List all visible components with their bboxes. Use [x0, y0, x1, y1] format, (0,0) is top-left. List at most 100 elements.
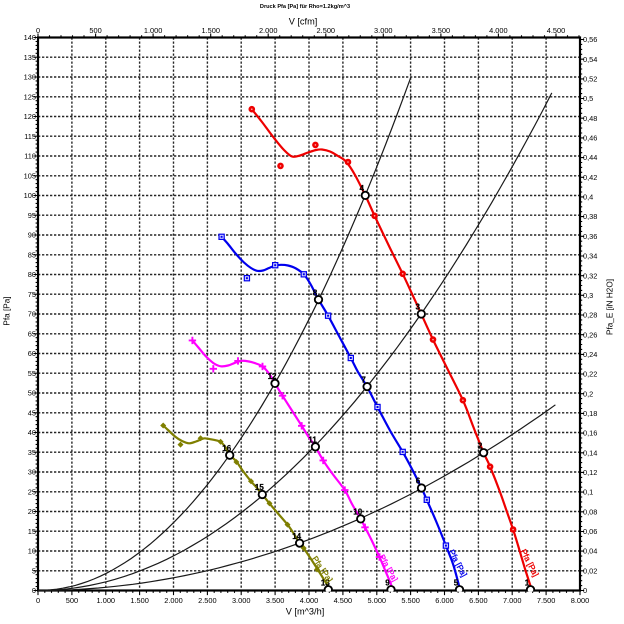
- svg-text:6: 6: [416, 477, 421, 486]
- svg-text:25: 25: [28, 487, 36, 496]
- svg-text:11: 11: [308, 436, 317, 445]
- svg-text:0,04: 0,04: [583, 547, 597, 556]
- svg-text:0,4: 0,4: [583, 193, 593, 202]
- svg-text:3.000: 3.000: [232, 596, 251, 605]
- svg-text:Druck Pfa [Pa] für Rho=1.2kg/m: Druck Pfa [Pa] für Rho=1.2kg/m^3: [260, 4, 350, 10]
- svg-text:90: 90: [28, 231, 36, 240]
- svg-text:2: 2: [478, 441, 483, 450]
- svg-text:20: 20: [28, 507, 36, 516]
- svg-text:0,3: 0,3: [583, 291, 593, 300]
- svg-text:V [cfm]: V [cfm]: [289, 17, 318, 27]
- svg-text:3.500: 3.500: [266, 596, 285, 605]
- svg-text:55: 55: [28, 369, 36, 378]
- svg-text:0,36: 0,36: [583, 232, 597, 241]
- svg-text:Pfa_E [iN H2O]: Pfa_E [iN H2O]: [606, 279, 615, 335]
- svg-text:0,12: 0,12: [583, 468, 597, 477]
- svg-text:0,38: 0,38: [583, 212, 597, 221]
- svg-text:1.000: 1.000: [144, 26, 163, 35]
- svg-text:0,34: 0,34: [583, 252, 597, 261]
- svg-text:4.500: 4.500: [547, 26, 566, 35]
- svg-text:0,56: 0,56: [583, 35, 597, 44]
- svg-text:40: 40: [28, 428, 36, 437]
- svg-text:5.000: 5.000: [368, 596, 387, 605]
- svg-text:12: 12: [268, 372, 277, 381]
- svg-text:105: 105: [24, 171, 36, 180]
- svg-text:7: 7: [361, 375, 366, 384]
- svg-text:0: 0: [36, 26, 40, 35]
- svg-text:85: 85: [28, 250, 36, 259]
- svg-text:500: 500: [66, 596, 78, 605]
- svg-text:65: 65: [28, 329, 36, 338]
- svg-text:Pfa [Pa]: Pfa [Pa]: [3, 296, 12, 325]
- svg-text:0: 0: [32, 586, 36, 595]
- svg-text:8.000: 8.000: [571, 596, 590, 605]
- svg-text:2.000: 2.000: [259, 26, 278, 35]
- svg-text:95: 95: [28, 211, 36, 220]
- svg-text:14: 14: [292, 532, 301, 541]
- svg-text:1: 1: [525, 578, 530, 587]
- svg-text:0,08: 0,08: [583, 507, 597, 516]
- svg-text:0: 0: [583, 586, 587, 595]
- svg-text:0,1: 0,1: [583, 488, 593, 497]
- svg-text:10: 10: [28, 547, 36, 556]
- svg-text:6.500: 6.500: [469, 596, 488, 605]
- svg-text:5: 5: [454, 578, 459, 587]
- svg-text:50: 50: [28, 389, 36, 398]
- svg-text:9: 9: [385, 578, 390, 587]
- svg-text:75: 75: [28, 290, 36, 299]
- svg-text:45: 45: [28, 408, 36, 417]
- svg-text:0,16: 0,16: [583, 429, 597, 438]
- svg-text:4.000: 4.000: [489, 26, 508, 35]
- svg-text:0,54: 0,54: [583, 55, 597, 64]
- svg-text:4.000: 4.000: [300, 596, 319, 605]
- svg-text:5.500: 5.500: [401, 596, 420, 605]
- svg-text:2.500: 2.500: [198, 596, 217, 605]
- svg-text:1.500: 1.500: [130, 596, 149, 605]
- svg-text:15: 15: [255, 483, 264, 492]
- svg-text:15: 15: [28, 527, 36, 536]
- svg-text:3.500: 3.500: [432, 26, 451, 35]
- svg-text:0,44: 0,44: [583, 153, 597, 162]
- svg-text:100: 100: [24, 191, 36, 200]
- svg-text:7.000: 7.000: [503, 596, 522, 605]
- svg-text:3: 3: [416, 303, 421, 312]
- svg-text:30: 30: [28, 468, 36, 477]
- svg-text:V [m^3/h]: V [m^3/h]: [286, 607, 325, 617]
- svg-text:115: 115: [24, 132, 36, 141]
- svg-text:60: 60: [28, 349, 36, 358]
- svg-text:0,5: 0,5: [583, 94, 593, 103]
- svg-text:0,48: 0,48: [583, 114, 597, 123]
- svg-text:1.500: 1.500: [201, 26, 220, 35]
- svg-text:3.000: 3.000: [374, 26, 393, 35]
- svg-text:0,26: 0,26: [583, 330, 597, 339]
- svg-text:16: 16: [222, 444, 231, 453]
- svg-text:0,42: 0,42: [583, 173, 597, 182]
- svg-text:110: 110: [24, 152, 36, 161]
- svg-text:70: 70: [28, 310, 36, 319]
- svg-text:4: 4: [360, 184, 365, 193]
- svg-text:130: 130: [24, 73, 36, 82]
- svg-text:10: 10: [353, 508, 362, 517]
- svg-text:0,32: 0,32: [583, 271, 597, 280]
- svg-text:4.500: 4.500: [334, 596, 353, 605]
- svg-text:35: 35: [28, 448, 36, 457]
- svg-text:1.000: 1.000: [97, 596, 116, 605]
- svg-text:0,52: 0,52: [583, 75, 597, 84]
- svg-text:500: 500: [89, 26, 101, 35]
- svg-text:8: 8: [313, 288, 318, 297]
- svg-text:0,22: 0,22: [583, 370, 597, 379]
- svg-text:7.500: 7.500: [537, 596, 556, 605]
- svg-text:0,2: 0,2: [583, 389, 593, 398]
- svg-text:120: 120: [24, 112, 36, 121]
- svg-text:2.500: 2.500: [317, 26, 336, 35]
- svg-text:2.000: 2.000: [164, 596, 183, 605]
- svg-text:0,14: 0,14: [583, 448, 597, 457]
- svg-text:80: 80: [28, 270, 36, 279]
- svg-text:140: 140: [24, 33, 36, 42]
- svg-text:13: 13: [321, 578, 330, 587]
- svg-text:5: 5: [32, 566, 36, 575]
- svg-text:0,06: 0,06: [583, 527, 597, 536]
- svg-text:0,28: 0,28: [583, 311, 597, 320]
- svg-text:0: 0: [36, 596, 40, 605]
- svg-text:0,18: 0,18: [583, 409, 597, 418]
